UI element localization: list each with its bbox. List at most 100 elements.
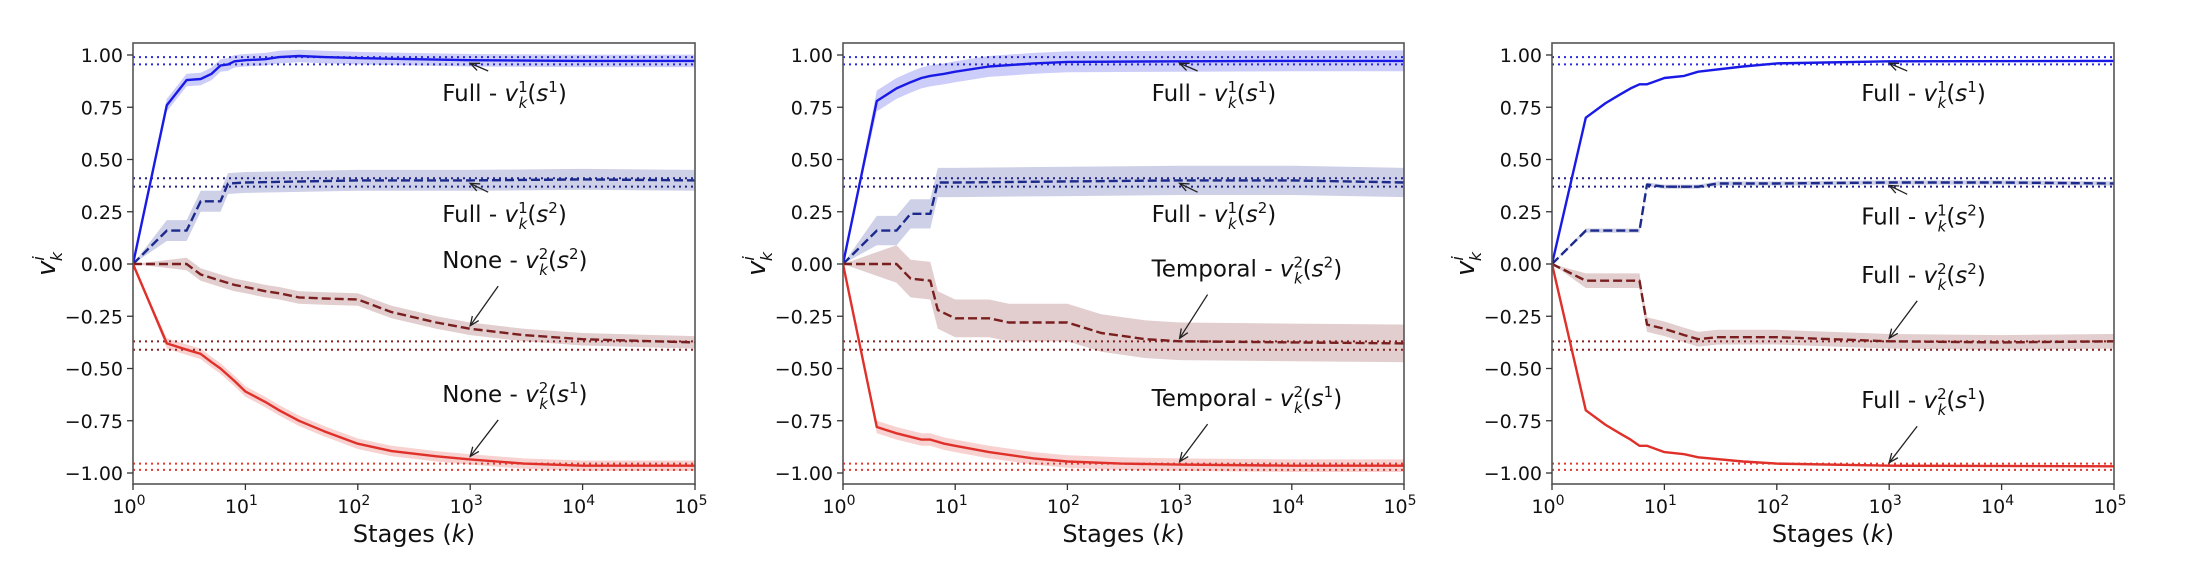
x-tick-base: 10 bbox=[674, 496, 698, 518]
series-line-2 bbox=[133, 262, 695, 344]
annotation-method: Full bbox=[1861, 81, 1900, 107]
annotation-label: Full - v2 k(s2) bbox=[1861, 260, 1986, 294]
chart-panel-3: 1.00 0.75 0.50 0.25 0.00 −0.25 −0.50 −0.75 −1.00… bbox=[1448, 42, 2127, 548]
x-tick-exp: 1 bbox=[1668, 493, 1677, 509]
axes-frame bbox=[1551, 42, 2115, 485]
y-tick-label: 0.00 bbox=[791, 254, 833, 276]
annotation-label: Full - v1 k(s2) bbox=[1861, 201, 1986, 235]
y-tick-label: 0.75 bbox=[791, 97, 833, 119]
annotation-dash: - bbox=[502, 248, 525, 274]
series-line-2 bbox=[843, 262, 1404, 345]
annotation-arrow bbox=[1888, 62, 1908, 72]
y-tick-label: −0.25 bbox=[65, 306, 123, 328]
series-line-0 bbox=[133, 54, 695, 265]
annotation-dash: - bbox=[1901, 263, 1924, 289]
y-tick-label: 0.00 bbox=[1500, 254, 1542, 276]
y-tick-label: −0.25 bbox=[775, 306, 833, 328]
annotation-arrow bbox=[1888, 425, 1918, 464]
x-tick-label: 103 bbox=[1869, 493, 1902, 518]
x-tick-label: 104 bbox=[562, 493, 595, 518]
y-tick-label: −1.00 bbox=[775, 463, 833, 485]
y-label-sub: k bbox=[47, 251, 66, 261]
annotation-s: s bbox=[1246, 81, 1258, 107]
annotation-state: 2 bbox=[569, 245, 579, 263]
y-label-sup: i bbox=[739, 256, 758, 261]
x-label-text: Stages ( bbox=[353, 520, 452, 548]
annotation-k: k bbox=[539, 395, 549, 413]
x-tick-label: 104 bbox=[1271, 493, 1304, 518]
y-tick-label: −0.25 bbox=[1484, 306, 1542, 328]
annotation-v: v bbox=[1923, 204, 1937, 230]
annotation-player: 1 bbox=[1227, 199, 1237, 217]
y-tick-label: 1.00 bbox=[791, 45, 833, 67]
annotation-method: Full bbox=[1152, 202, 1191, 228]
annotation: None - v2 k(s1) bbox=[442, 379, 587, 458]
annotation-s: s bbox=[1312, 386, 1324, 412]
annotation-player: 2 bbox=[1293, 383, 1303, 401]
annotation-dash: - bbox=[1901, 388, 1924, 414]
annotation-arrow bbox=[469, 62, 489, 72]
y-tick-label: 1.00 bbox=[1500, 45, 1542, 67]
annotation-player: 1 bbox=[518, 78, 528, 96]
x-tick-label: 101 bbox=[225, 493, 258, 518]
annotation-method: Full bbox=[442, 81, 481, 107]
x-tick-label: 102 bbox=[337, 493, 370, 518]
y-tick-label: −0.75 bbox=[65, 411, 123, 433]
y-label-main: v bbox=[742, 260, 772, 276]
x-tick-base: 10 bbox=[1383, 496, 1407, 518]
annotation-label: Full - v2 k(s1) bbox=[1861, 385, 1986, 419]
annotation-state: 1 bbox=[548, 78, 558, 96]
x-tick-label: 101 bbox=[1644, 493, 1677, 518]
annotation-arrow bbox=[1179, 182, 1198, 193]
annotation-player: 1 bbox=[1227, 78, 1237, 96]
series-band-1 bbox=[133, 168, 695, 264]
x-label-suffix: ) bbox=[466, 520, 475, 548]
arrow-head-icon bbox=[1178, 328, 1189, 340]
annotation-k: k bbox=[1228, 215, 1238, 233]
annotation-v: v bbox=[1280, 257, 1294, 283]
x-tick-exp: 4 bbox=[1295, 493, 1304, 509]
annotation-paren-close: ) bbox=[558, 81, 567, 107]
annotation-paren: ( bbox=[1946, 263, 1955, 289]
annotation-paren-close: ) bbox=[1977, 204, 1986, 230]
y-tick-label: 1.00 bbox=[81, 45, 123, 67]
annotation-player: 1 bbox=[1937, 78, 1947, 96]
annotation-arrow bbox=[469, 419, 499, 457]
y-tick-label: 0.25 bbox=[1500, 202, 1542, 224]
plot-area bbox=[1552, 56, 2114, 471]
y-label-sup: i bbox=[1448, 256, 1467, 261]
chart-panel-2: 1.00 0.75 0.50 0.25 0.00 −0.25 −0.50 −0.75 −1.00… bbox=[739, 42, 1417, 548]
x-tick-exp: 5 bbox=[1408, 493, 1417, 509]
series-line-3 bbox=[133, 263, 695, 467]
annotation-dash: - bbox=[1901, 81, 1924, 107]
annotation-arrow bbox=[1179, 62, 1198, 72]
x-tick-exp: 4 bbox=[586, 493, 595, 509]
annotation-player: 1 bbox=[518, 199, 528, 217]
svg-text:vik: vik bbox=[1448, 251, 1485, 276]
annotation-paren-close: ) bbox=[1267, 81, 1276, 107]
annotation-method: None bbox=[442, 382, 502, 408]
x-tick-exp: 5 bbox=[699, 493, 708, 509]
series-line-2 bbox=[1552, 262, 2114, 344]
annotation-dash: - bbox=[1901, 204, 1924, 230]
y-axis-label: vik bbox=[29, 251, 66, 276]
y-label-sup: i bbox=[29, 256, 48, 261]
annotation-paren: ( bbox=[1303, 257, 1312, 283]
x-tick-label: 100 bbox=[112, 493, 145, 518]
annotation-k: k bbox=[1294, 270, 1304, 288]
y-label-main: v bbox=[32, 260, 62, 276]
arrow-head-icon bbox=[1178, 182, 1190, 192]
annotation-dash: - bbox=[1257, 386, 1280, 412]
x-tick-label: 101 bbox=[935, 493, 968, 518]
x-tick-base: 10 bbox=[2093, 496, 2117, 518]
x-axis-label: Stages (k) bbox=[1062, 520, 1184, 548]
annotation-label: Temporal - v2 k(s1) bbox=[1151, 383, 1343, 417]
y-tick-label: −0.50 bbox=[775, 359, 833, 381]
annotation-label: Full - v1 k(s1) bbox=[1152, 78, 1277, 112]
annotation-paren: ( bbox=[1946, 388, 1955, 414]
arrow-head-icon bbox=[468, 62, 481, 71]
annotation-arrow bbox=[1179, 423, 1209, 463]
annotation-arrow bbox=[1888, 184, 1908, 195]
x-tick-label: 100 bbox=[1531, 493, 1564, 518]
x-tick-exp: 0 bbox=[137, 493, 146, 509]
